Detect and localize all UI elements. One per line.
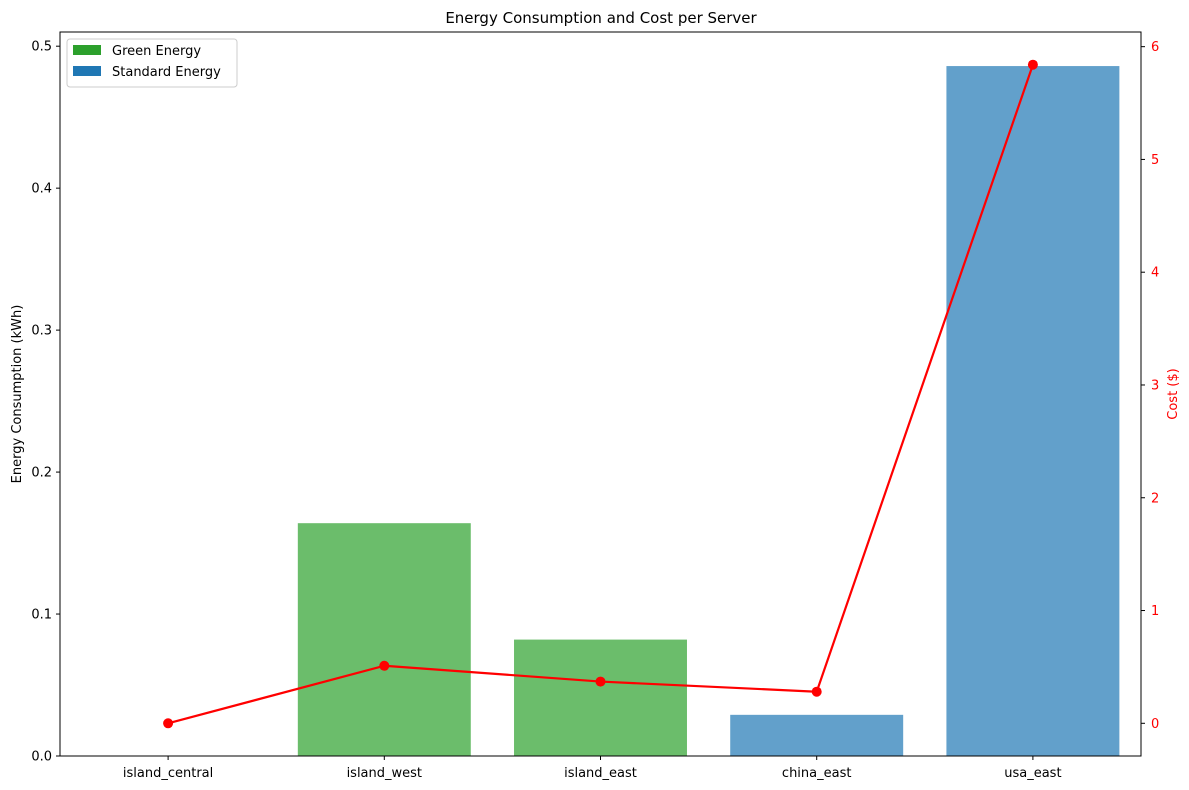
x-tick-label: island_west [347,766,422,781]
legend-label: Standard Energy [112,65,221,80]
right-tick-label: 1 [1151,604,1159,619]
legend: Green Energy Standard Energy [66,38,238,88]
left-axis-title: Energy Consumption (kWh) [10,305,25,484]
left-tick-label: 0.3 [31,324,52,339]
cost-point-island_east [595,676,606,687]
x-tick-label: usa_east [1004,766,1061,781]
legend-swatch [73,66,101,76]
right-tick-label: 6 [1151,40,1159,55]
right-tick-label: 2 [1151,491,1159,506]
legend-swatch [73,45,101,55]
bar-island_west [297,523,471,756]
x-axis: island_central island_west island_east chin… [123,756,1062,781]
cost-point-usa_east [1027,59,1038,70]
cost-point-island_west [379,660,390,671]
cost-line-group [163,59,1038,729]
x-tick-label: island_central [123,766,213,781]
legend-box [66,38,238,88]
left-tick-label: 0.2 [31,466,52,481]
legend-label: Green Energy [112,44,201,59]
bars-group [297,66,1120,757]
right-axis: 0 1 2 3 4 5 6 [1141,40,1159,732]
x-tick-label: island_east [564,766,637,781]
bar-island_east [514,639,687,756]
chart-title: Energy Consumption and Cost per Server [445,9,757,27]
left-axis: 0.0 0.1 0.2 0.3 0.4 0.5 [31,40,60,765]
bar-china_east [730,714,904,756]
right-tick-label: 5 [1151,153,1159,168]
left-tick-label: 0.4 [31,182,52,197]
cost-point-island_central [163,718,174,729]
bar-usa_east [946,66,1120,757]
right-tick-label: 4 [1151,266,1159,281]
cost-point-china_east [811,686,822,697]
right-tick-label: 0 [1151,717,1159,732]
left-tick-label: 0.0 [31,750,52,765]
right-axis-title: Cost ($) [1166,368,1181,419]
x-tick-label: china_east [782,766,852,781]
left-tick-label: 0.5 [31,40,52,55]
left-tick-label: 0.1 [31,608,52,623]
right-tick-label: 3 [1151,378,1159,393]
